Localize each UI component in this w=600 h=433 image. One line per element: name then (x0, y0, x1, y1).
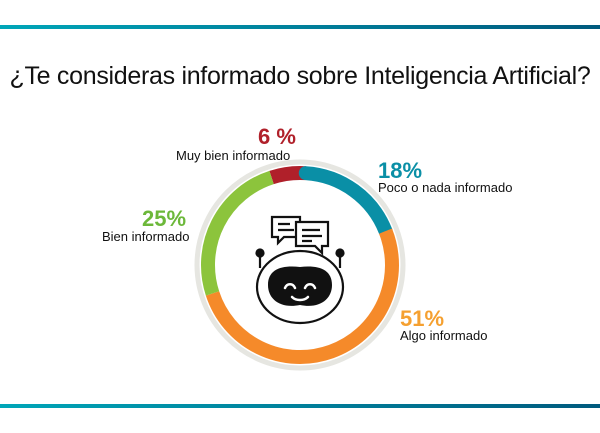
label-algo: Algo informado (400, 328, 488, 343)
chart-title: ¿Te consideras informado sobre Inteligen… (9, 62, 591, 90)
donut-segment-3 (201, 170, 274, 296)
robot-chat-icon (255, 215, 345, 325)
donut-segment-2 (205, 228, 399, 364)
label-pct-poco: 18% (378, 158, 423, 183)
label-muy-bien: Muy bien informado (176, 148, 291, 163)
label-pct-bien: 25% (142, 206, 187, 231)
label-poco: Poco o nada informado (378, 180, 513, 195)
top-accent-bar (0, 25, 600, 29)
bottom-accent-bar (0, 404, 600, 408)
label-bien: Bien informado (102, 229, 190, 244)
label-pct-algo: 51% (400, 306, 445, 331)
donut-segment-1 (298, 166, 393, 239)
ring-background (194, 159, 406, 371)
label-pct-muy-bien: 6 % (258, 124, 296, 149)
